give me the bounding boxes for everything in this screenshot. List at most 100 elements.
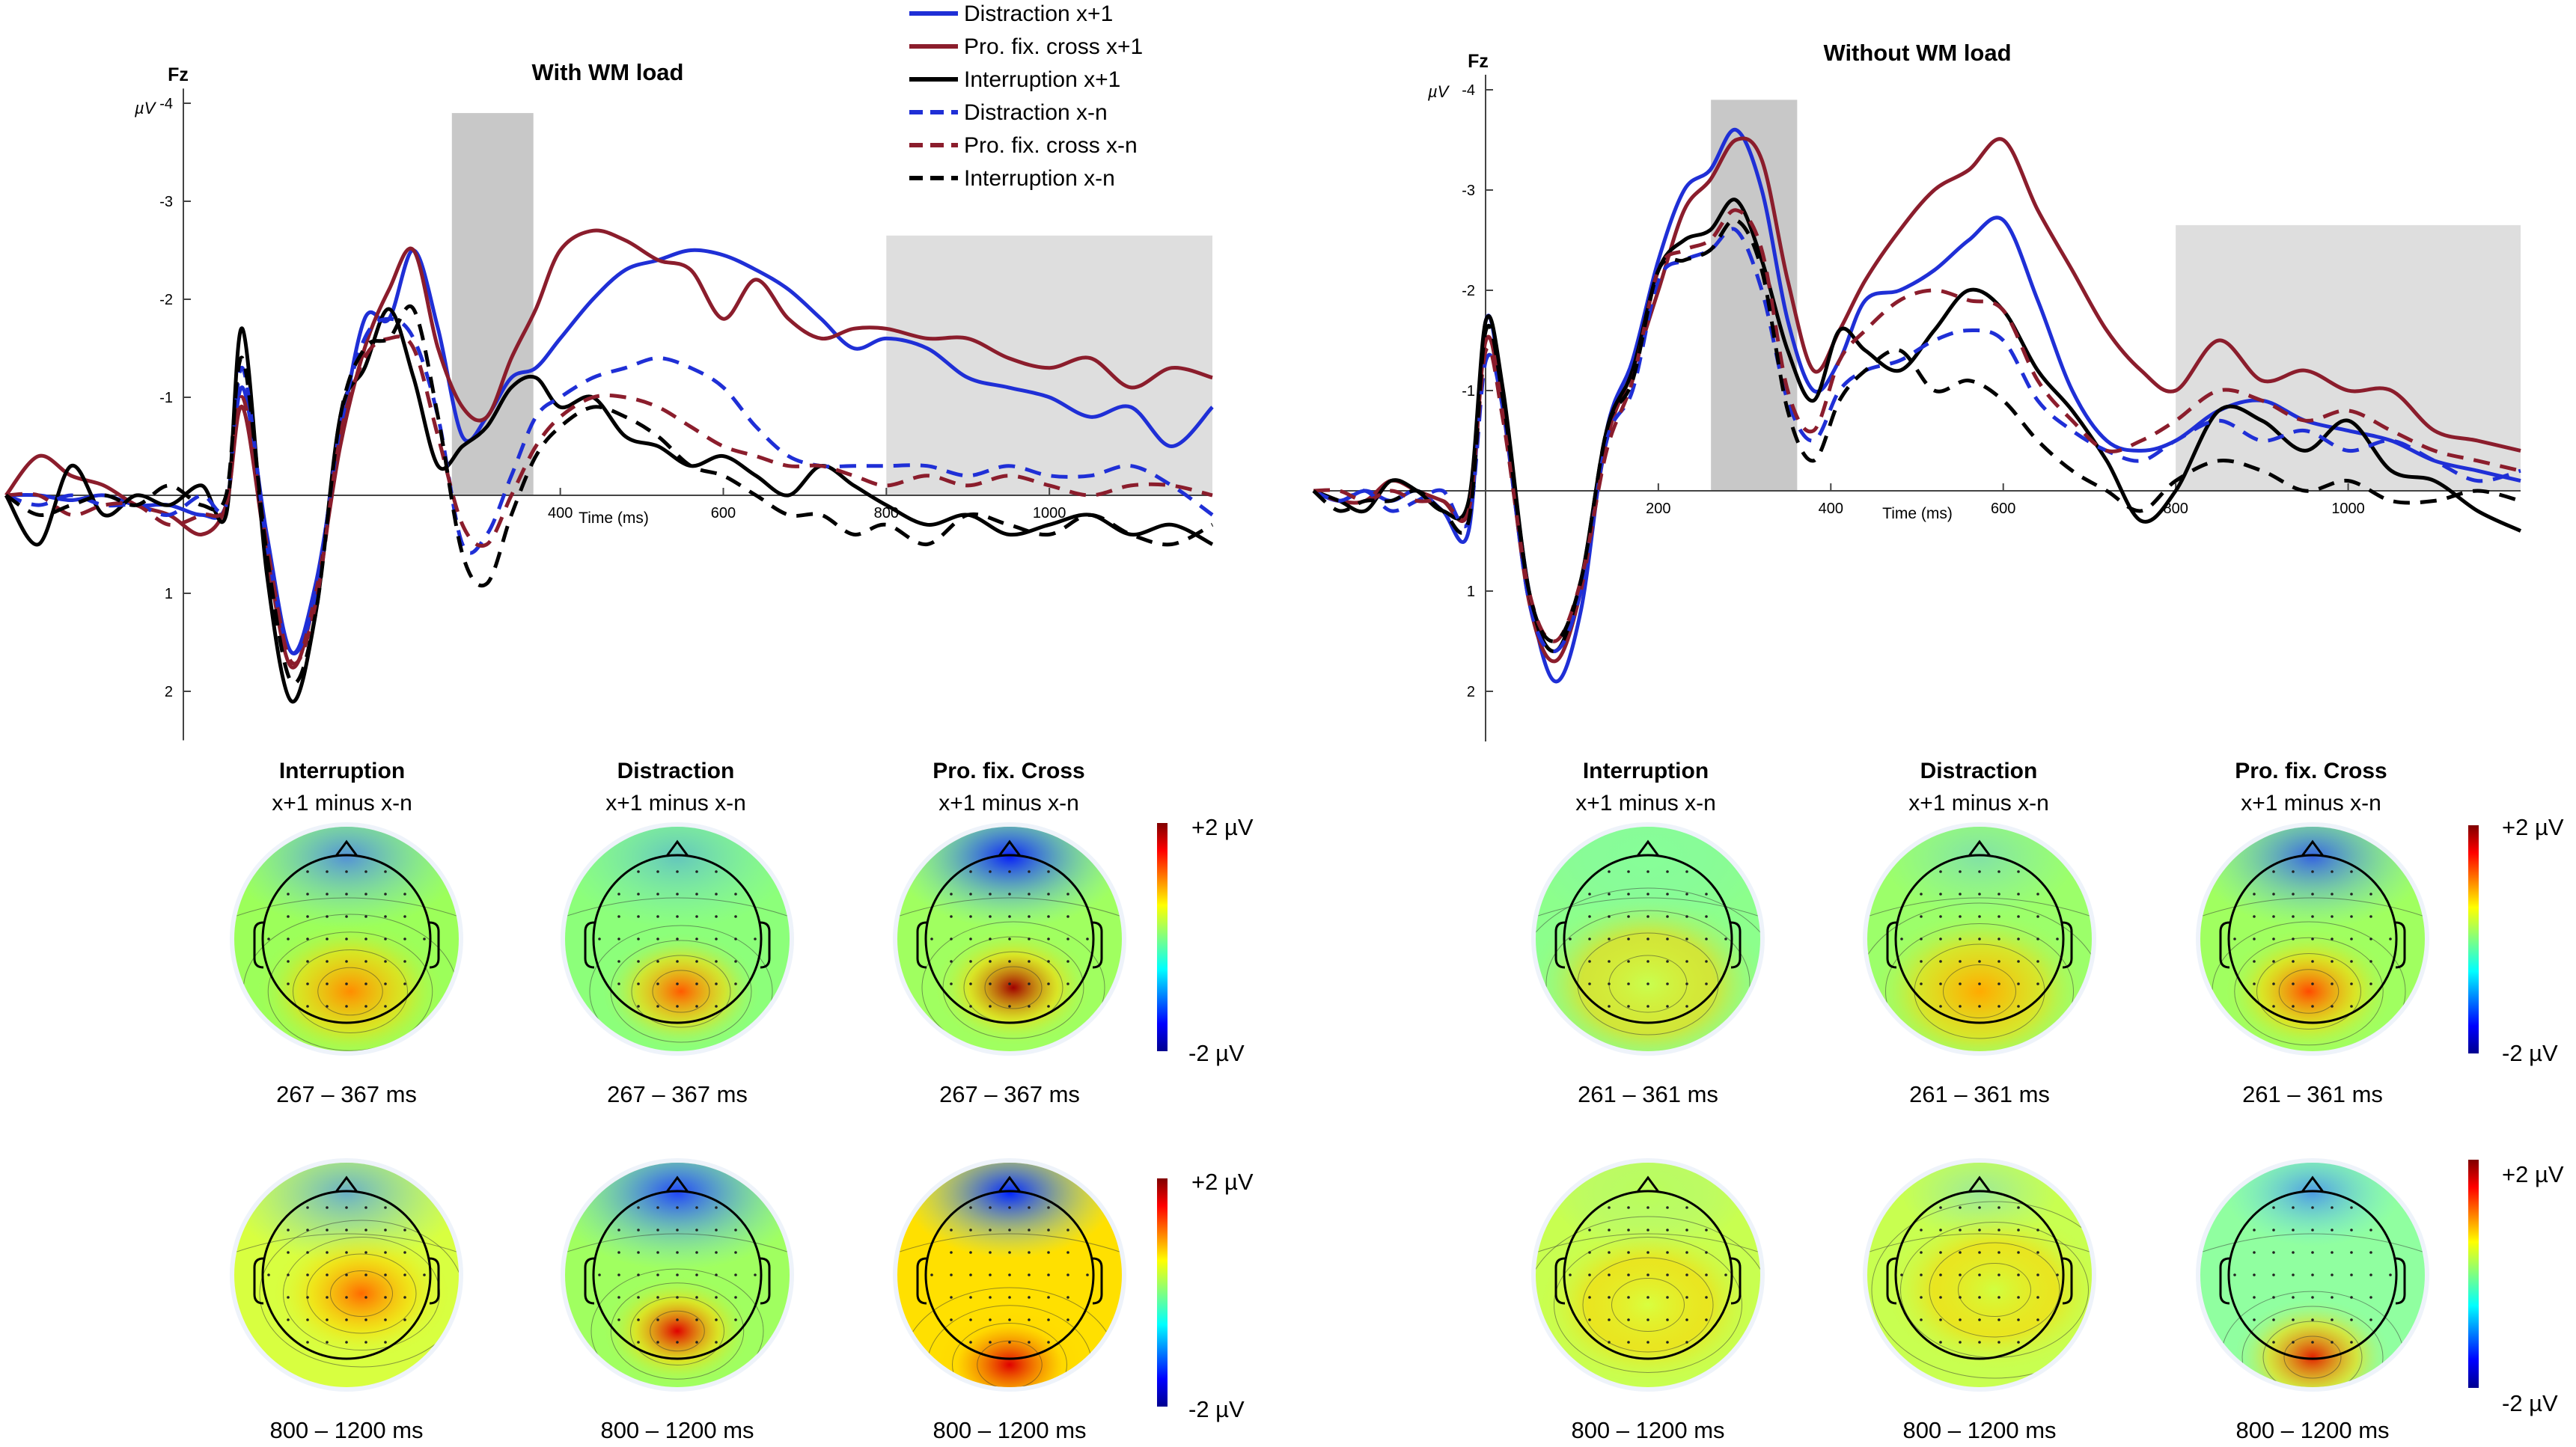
- head-outline: [1894, 1190, 2065, 1360]
- nose-outline: [1636, 839, 1660, 857]
- colorbar-min-label: -2 µV: [2502, 1040, 2558, 1066]
- colorbar-min-label: -2 µV: [1188, 1040, 1245, 1066]
- topomap: [893, 822, 1126, 1056]
- time-window-label: 261 – 361 ms: [2242, 1081, 2383, 1107]
- time-window-label: 800 – 1200 ms: [1571, 1417, 1724, 1443]
- topomap: [230, 1158, 463, 1392]
- x-tick-label: 800: [2163, 501, 2188, 517]
- right-ear: [429, 921, 440, 969]
- series-line-interruption-x+1: [4, 307, 1214, 704]
- legend-item: Pro. fix. cross x-n: [909, 133, 1138, 158]
- nose-outline: [998, 839, 1022, 857]
- head-outline: [261, 1190, 432, 1360]
- topo-subtitle-distraction-left: x+1 minus x-n: [605, 791, 746, 816]
- time-window-label: 800 – 1200 ms: [269, 1417, 423, 1443]
- nose-outline: [665, 839, 689, 857]
- topographic-maps: [230, 822, 2429, 1392]
- topomap: [893, 1158, 1126, 1392]
- legend-label: Pro. fix. cross x+1: [964, 34, 1143, 59]
- series-line-interruption-x+1: [1313, 198, 2522, 653]
- right-ear: [429, 1257, 440, 1305]
- right-ear: [2062, 1257, 2073, 1305]
- y-tick-label: -2: [159, 292, 173, 308]
- right-ear: [1730, 1257, 1742, 1305]
- colorbar-min-label: -2 µV: [1188, 1396, 1245, 1422]
- y-tick-label: 1: [1467, 584, 1475, 600]
- left-ear: [1886, 1257, 1897, 1305]
- series-line-distraction-x-n: [1312, 227, 2521, 654]
- right-ear: [2062, 921, 2073, 969]
- panel-title: Without WM load: [1823, 40, 2011, 66]
- series-line-pro-fix-cross-x+1: [1313, 136, 2521, 664]
- x-tick-label: 400: [1819, 501, 1843, 517]
- time-window-label: 800 – 1200 ms: [2235, 1417, 2389, 1443]
- left-ear: [916, 1257, 927, 1305]
- left-ear: [1554, 1257, 1566, 1305]
- colorbar: [1157, 823, 1168, 1051]
- topo-subtitle-interruption-right: x+1 minus x-n: [1575, 791, 1716, 816]
- colorbar: [1157, 1178, 1168, 1407]
- time-window-label: 267 – 367 ms: [276, 1081, 417, 1107]
- time-window-label: 261 – 361 ms: [1578, 1081, 1718, 1107]
- time-window-label: 267 – 367 ms: [939, 1081, 1080, 1107]
- topomap: [561, 1158, 794, 1392]
- legend-item: Distraction x+1: [909, 1, 1113, 26]
- topo-title-distraction-right: Distraction: [1920, 759, 2038, 783]
- head-outline: [592, 854, 763, 1024]
- topomap: [2196, 822, 2429, 1056]
- topomap: [1531, 1158, 1765, 1392]
- topo-subtitle-distraction-right: x+1 minus x-n: [1908, 791, 2049, 816]
- left-ear: [584, 921, 595, 969]
- topomap: [2196, 1158, 2429, 1392]
- time-window-label: 800 – 1200 ms: [600, 1417, 754, 1443]
- colorbar-max-label: +2 µV: [1191, 1169, 1254, 1195]
- late-time-window: [2176, 224, 2521, 491]
- time-window-labels: 267 – 367 ms 267 – 367 ms 267 – 367 ms 2…: [269, 1081, 2389, 1443]
- nose-outline: [1636, 1175, 1660, 1193]
- series-line-interruption-x-n: [4, 305, 1214, 685]
- topo-subtitle-profix-left: x+1 minus x-n: [938, 791, 1079, 816]
- y-tick-label: -4: [159, 96, 173, 112]
- x-tick-label: 800: [874, 505, 899, 521]
- series-line-pro-fix-cross-x-n: [1313, 208, 2521, 643]
- y-tick-label: -3: [1462, 183, 1475, 199]
- channel-label: Fz: [1468, 51, 1489, 72]
- nose-outline: [998, 1175, 1022, 1193]
- topomap: [561, 822, 794, 1056]
- legend-item: Pro. fix. cross x+1: [909, 34, 1143, 59]
- right-ear: [760, 1257, 771, 1305]
- y-tick-label: -4: [1462, 82, 1475, 99]
- nose-outline: [2301, 839, 2325, 857]
- colorbar: [2468, 825, 2479, 1053]
- unit-label: µV: [134, 99, 157, 117]
- right-ear: [2395, 1257, 2406, 1305]
- topo-subtitle-profix-right: x+1 minus x-n: [2241, 791, 2381, 816]
- series-line-pro-fix-cross-x-n: [5, 334, 1213, 666]
- x-tick-label: 1000: [2331, 501, 2365, 517]
- head-outline: [2227, 1190, 2398, 1360]
- x-tick-label: 600: [1991, 501, 2015, 517]
- y-tick-label: 1: [165, 586, 173, 602]
- legend-label: Interruption x-n: [964, 166, 1115, 191]
- early-time-window: [451, 113, 534, 495]
- nose-outline: [335, 839, 358, 857]
- unit-label: µV: [1427, 82, 1450, 101]
- left-ear: [1886, 921, 1897, 969]
- panel-title: With WM load: [532, 59, 684, 85]
- left-ear: [253, 921, 264, 969]
- legend-label: Interruption x+1: [964, 67, 1120, 92]
- colorbar-max-label: +2 µV: [2502, 1161, 2564, 1187]
- head-outline: [1894, 854, 2065, 1024]
- head-outline: [924, 854, 1095, 1024]
- head-outline: [2227, 854, 2398, 1024]
- time-window-label: 267 – 367 ms: [607, 1081, 748, 1107]
- colorbar-min-label: -2 µV: [2502, 1390, 2558, 1416]
- x-tick-label: 600: [711, 505, 736, 521]
- topo-title-profix-right: Pro. fix. Cross: [2235, 759, 2387, 783]
- topo-title-interruption-left: Interruption: [279, 759, 405, 783]
- nose-outline: [335, 1175, 358, 1193]
- series-line-interruption-x-n: [1312, 218, 2521, 643]
- y-tick-label: -1: [159, 390, 173, 406]
- legend-label: Distraction x+1: [964, 1, 1113, 26]
- x-axis-label: Time (ms): [1882, 505, 1953, 522]
